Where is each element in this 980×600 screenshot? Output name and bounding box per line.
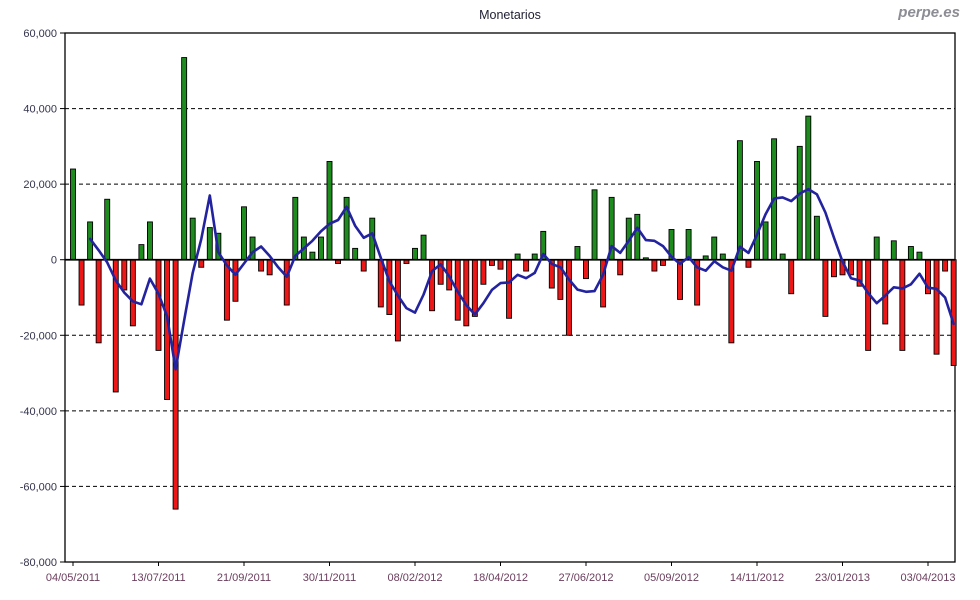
bar [181, 57, 188, 261]
bar [831, 259, 837, 278]
x-tick-label: 30/11/2011 [303, 572, 356, 584]
bar [574, 246, 581, 261]
bar [189, 217, 196, 261]
bar [685, 229, 692, 261]
x-tick-label: 21/09/2011 [217, 572, 271, 584]
y-tick-label: -40,000 [20, 406, 57, 418]
bar [172, 259, 179, 510]
bar [736, 140, 743, 261]
bar [70, 168, 76, 261]
chart-title: Monetarios [479, 8, 541, 22]
bar [788, 259, 795, 295]
bar [506, 259, 512, 319]
y-tick-label: -60,000 [20, 481, 57, 493]
bar [899, 259, 906, 351]
bar [121, 259, 128, 291]
y-tick-label: -20,000 [20, 330, 57, 342]
bar [232, 259, 239, 302]
bar [138, 244, 145, 261]
y-tick-label: 20,000 [23, 179, 57, 191]
bar [258, 259, 265, 272]
bar [813, 215, 820, 261]
x-tick-label: 23/01/2013 [815, 572, 870, 584]
bar [591, 189, 598, 261]
bar [916, 251, 923, 261]
bar [146, 221, 153, 261]
bar [728, 259, 735, 344]
bar [360, 259, 367, 272]
bar [822, 259, 829, 317]
x-tick-label: 04/05/2011 [46, 572, 100, 584]
bar [309, 251, 316, 261]
bar [583, 259, 589, 280]
bar [677, 259, 683, 300]
watermark-brand: perpe.es [898, 4, 960, 21]
bar [155, 259, 162, 351]
bar [796, 145, 803, 261]
bar [78, 259, 85, 306]
bar [104, 198, 111, 261]
bar [429, 259, 436, 312]
moving-average-line [88, 187, 955, 371]
bar [873, 236, 880, 261]
bar [377, 259, 384, 308]
bar [198, 259, 205, 268]
bar [890, 240, 897, 261]
bar [420, 234, 427, 261]
bar [352, 247, 359, 261]
bar [318, 236, 324, 261]
bar [471, 259, 478, 317]
y-tick-label: -80,000 [20, 557, 57, 569]
bar [711, 236, 718, 261]
y-tick-label: 40,000 [23, 104, 57, 116]
bar [206, 227, 213, 261]
bar [565, 259, 572, 336]
bar [463, 259, 470, 327]
x-tick-label: 14/11/2012 [730, 572, 784, 584]
bar [907, 246, 914, 261]
bar [523, 259, 530, 272]
bar [266, 259, 273, 276]
bar [386, 259, 393, 315]
bar [129, 259, 136, 327]
x-tick-label: 13/07/2011 [131, 572, 185, 584]
y-tick-label: 0 [51, 255, 57, 267]
bar [292, 196, 299, 261]
bar [933, 259, 940, 355]
x-tick-label: 05/09/2012 [644, 572, 699, 584]
bar [326, 161, 333, 261]
bar [754, 161, 760, 261]
bar [762, 221, 769, 261]
bar [865, 259, 872, 351]
bar [634, 213, 641, 261]
bar [617, 259, 624, 276]
bar [882, 259, 889, 325]
x-tick-label: 08/02/2012 [387, 572, 442, 584]
bar [95, 259, 102, 344]
x-tick-label: 03/04/2013 [900, 572, 955, 584]
y-tick-label: 60,000 [23, 28, 57, 40]
x-tick-label: 18/04/2012 [473, 572, 528, 584]
bar [950, 259, 957, 366]
bar [497, 259, 504, 270]
bar [480, 259, 487, 285]
bar [283, 259, 290, 306]
bar [241, 206, 247, 261]
x-tick-label: 27/06/2012 [558, 572, 613, 584]
bar [942, 259, 949, 272]
bar [412, 247, 418, 261]
bar [745, 259, 752, 268]
bar [651, 259, 658, 272]
